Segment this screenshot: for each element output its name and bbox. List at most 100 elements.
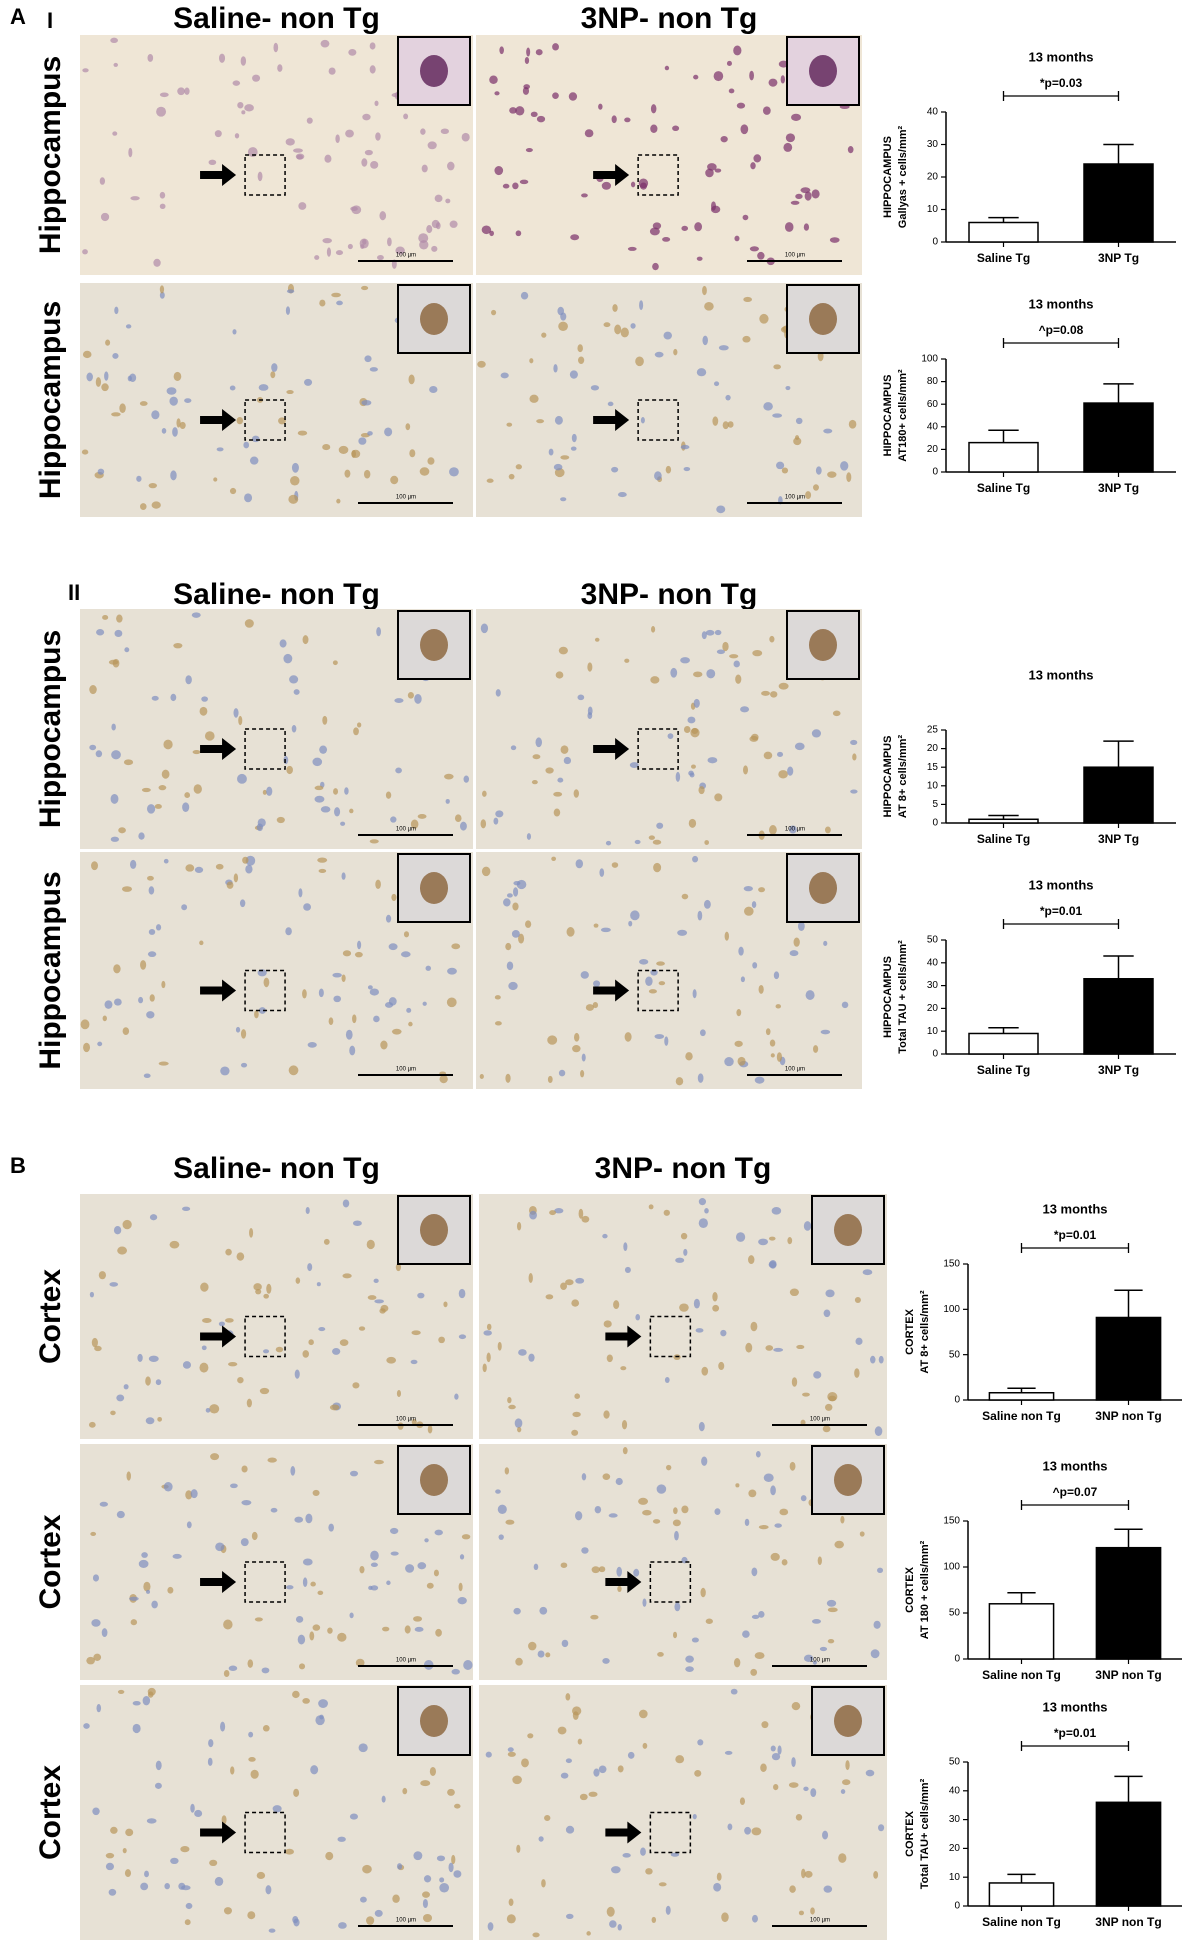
cell	[125, 1828, 134, 1837]
dashed-box	[637, 969, 679, 1012]
cell	[124, 1869, 132, 1877]
cell	[622, 1447, 628, 1455]
cell	[673, 1631, 678, 1639]
cell	[639, 959, 649, 965]
cell	[793, 437, 802, 446]
cell	[769, 1236, 776, 1241]
cell	[783, 142, 793, 152]
cell	[503, 898, 511, 907]
cell	[439, 1877, 445, 1883]
y-tick-label: 0	[954, 1901, 960, 1912]
cell	[590, 1614, 599, 1620]
cell	[342, 950, 352, 957]
cell	[410, 819, 419, 829]
cell	[342, 1199, 350, 1208]
cell	[685, 1052, 693, 1061]
cell	[173, 642, 183, 649]
cell	[405, 423, 411, 431]
cell	[743, 886, 753, 892]
cell	[704, 1208, 709, 1214]
cell	[220, 1721, 226, 1732]
cell	[440, 128, 449, 134]
cell	[414, 1626, 424, 1632]
cell	[122, 1027, 130, 1035]
cell	[374, 1909, 383, 1917]
cell	[332, 1347, 341, 1355]
arrow	[200, 164, 237, 186]
cell	[248, 1757, 256, 1762]
cell	[493, 817, 499, 825]
significance-bracket	[1002, 338, 1120, 348]
arrow	[200, 409, 237, 431]
cell	[113, 1225, 122, 1235]
cell	[259, 1387, 270, 1395]
cell	[402, 1787, 408, 1795]
cell	[241, 1465, 248, 1473]
cell	[712, 1304, 720, 1312]
dashed-box	[637, 399, 679, 441]
cell	[761, 1721, 769, 1729]
y-tick-label: 100	[943, 1562, 960, 1573]
cell	[182, 802, 190, 813]
cell	[392, 1894, 400, 1903]
cell	[181, 1885, 191, 1891]
cell	[215, 863, 224, 870]
cell	[220, 1066, 230, 1076]
significance-label: *p=0.01	[1054, 1228, 1097, 1242]
cell	[141, 1552, 148, 1558]
cell	[139, 401, 148, 406]
cell	[594, 1505, 602, 1514]
cell	[785, 385, 791, 391]
scale-bar-label: 100 µm	[785, 253, 805, 259]
cell	[361, 158, 368, 167]
cell	[506, 422, 513, 427]
cell	[163, 858, 169, 864]
cell	[515, 230, 522, 237]
cell	[373, 1015, 380, 1023]
cell	[444, 773, 454, 780]
cell	[251, 1531, 258, 1541]
cell	[431, 219, 440, 229]
cell	[129, 1596, 139, 1601]
cell	[145, 1376, 151, 1386]
cell	[642, 1598, 647, 1607]
cell	[232, 329, 237, 335]
y-tick-label: 25	[927, 725, 939, 736]
bar	[1083, 163, 1154, 243]
cell	[642, 1742, 648, 1749]
region-label: Hippocampus	[34, 630, 67, 828]
cell	[446, 997, 457, 1008]
cell	[123, 759, 134, 766]
cell	[459, 821, 467, 831]
cell	[226, 881, 234, 889]
cell	[140, 1882, 149, 1891]
cell	[172, 1553, 182, 1559]
cell	[93, 1653, 102, 1661]
cell	[696, 368, 707, 377]
cell	[417, 1562, 427, 1570]
cell	[769, 1039, 776, 1047]
cell	[515, 464, 522, 470]
cell	[420, 128, 426, 135]
cell	[370, 1562, 378, 1567]
cell	[435, 1628, 442, 1637]
cell	[557, 1726, 567, 1735]
cell	[770, 691, 778, 698]
cell	[565, 1825, 575, 1834]
cell	[306, 117, 313, 124]
cell	[758, 1610, 765, 1618]
cell	[438, 1336, 445, 1344]
cell	[230, 1483, 238, 1489]
cell	[518, 933, 525, 944]
cell	[463, 775, 470, 783]
cell	[537, 1650, 545, 1658]
cell	[89, 744, 97, 751]
cell	[167, 1586, 174, 1594]
cell	[763, 1473, 774, 1482]
arrow	[200, 1821, 237, 1844]
cell	[349, 1045, 356, 1056]
cell	[779, 1508, 789, 1516]
cell	[755, 1451, 761, 1458]
cell	[587, 662, 593, 672]
cell	[607, 401, 614, 407]
